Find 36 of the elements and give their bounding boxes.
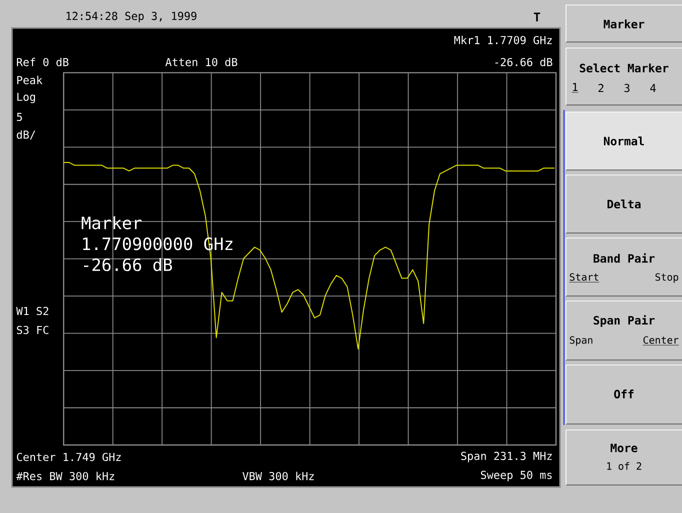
text: Center bbox=[643, 336, 678, 344]
text: Center 1.749 GHz bbox=[16, 452, 121, 462]
text: Peak bbox=[17, 76, 42, 84]
text: Band Pair bbox=[594, 253, 655, 263]
text: Ref 0 dB bbox=[16, 58, 68, 66]
text: Marker bbox=[604, 20, 644, 28]
annotation: Marker bbox=[82, 216, 142, 230]
text: Normal bbox=[604, 136, 644, 146]
text: Span Pair bbox=[594, 315, 655, 327]
text: T bbox=[534, 12, 540, 22]
text: Sweep 50 ms bbox=[480, 470, 552, 482]
text: S3 FC bbox=[16, 326, 48, 334]
text: 5 bbox=[16, 112, 22, 122]
text: W1 S2 bbox=[16, 306, 48, 316]
text: 1 bbox=[573, 83, 578, 91]
text: VBW 300 kHz bbox=[242, 472, 314, 480]
text: Mkr1 1.7709 GHz bbox=[454, 36, 552, 44]
text: Atten 10 dB bbox=[165, 58, 238, 66]
text: #Res BW 300 kHz bbox=[16, 472, 114, 480]
text: Span 231.3 MHz bbox=[461, 452, 552, 462]
text: -26.66 dB bbox=[495, 58, 552, 66]
text: Log bbox=[17, 92, 35, 104]
text: 3 bbox=[624, 84, 630, 92]
text: Select Marker bbox=[580, 64, 668, 72]
text: Off bbox=[614, 390, 634, 398]
text: 4 bbox=[650, 84, 656, 92]
text: More bbox=[610, 444, 638, 452]
text: dB/ bbox=[16, 130, 36, 140]
text: 12:54:28 Sep 3, 1999 bbox=[66, 12, 196, 22]
annotation: -26.66 dB bbox=[84, 258, 172, 272]
text: Start bbox=[570, 273, 598, 281]
text: 1 of 2 bbox=[607, 462, 642, 470]
text: Stop bbox=[655, 273, 678, 283]
text: Delta bbox=[608, 200, 641, 208]
text: Span bbox=[570, 336, 592, 346]
text: 2 bbox=[598, 84, 604, 92]
